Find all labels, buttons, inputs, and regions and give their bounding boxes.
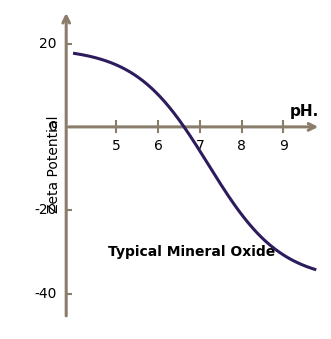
Text: 5: 5 bbox=[112, 139, 121, 153]
Text: 7: 7 bbox=[196, 139, 204, 153]
Text: 9: 9 bbox=[279, 139, 288, 153]
Text: 8: 8 bbox=[237, 139, 246, 153]
Text: -20: -20 bbox=[34, 203, 57, 217]
Y-axis label: Zeta Potential: Zeta Potential bbox=[47, 116, 61, 213]
Text: pH.: pH. bbox=[290, 103, 319, 119]
Text: 6: 6 bbox=[154, 139, 163, 153]
Text: Typical Mineral Oxide: Typical Mineral Oxide bbox=[108, 245, 275, 259]
Text: 0: 0 bbox=[48, 120, 57, 134]
Text: 20: 20 bbox=[39, 37, 57, 51]
Text: -40: -40 bbox=[34, 287, 57, 301]
